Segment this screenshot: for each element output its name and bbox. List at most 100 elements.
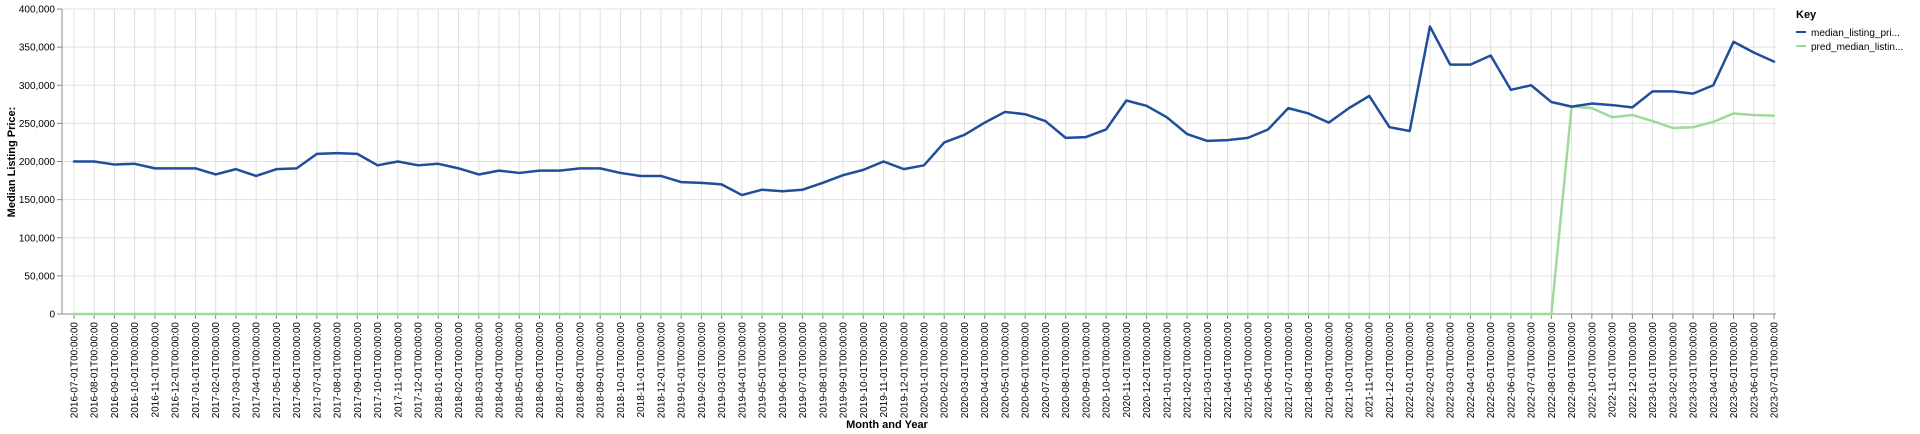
x-tick-label: 2018-04-01T00:00:00 [495,322,506,419]
x-tick-label: 2023-07-01T00:00:00 [1770,322,1781,419]
x-tick-label: 2021-04-01T00:00:00 [1223,322,1234,419]
x-tick-label: 2021-07-01T00:00:00 [1284,322,1295,419]
x-tick-label: 2022-11-01T00:00:00 [1608,322,1619,418]
x-tick-label: 2017-08-01T00:00:00 [333,322,344,419]
x-tick-label: 2016-12-01T00:00:00 [171,322,182,419]
x-tick-label: 2022-07-01T00:00:00 [1527,322,1538,419]
x-tick-label: 2017-11-01T00:00:00 [393,322,404,418]
x-tick-label: 2019-08-01T00:00:00 [818,322,829,419]
x-tick-label: 2018-09-01T00:00:00 [596,322,607,419]
x-tick-label: 2018-01-01T00:00:00 [434,322,445,419]
y-tick-label: 200,000 [19,157,56,168]
x-tick-label: 2023-05-01T00:00:00 [1729,322,1740,419]
x-tick-label: 2022-04-01T00:00:00 [1466,322,1477,419]
y-tick-label: 250,000 [19,119,56,130]
x-tick-label: 2016-11-01T00:00:00 [150,322,161,418]
x-tick-label: 2021-02-01T00:00:00 [1183,322,1194,419]
x-tick-label: 2017-09-01T00:00:00 [353,322,364,419]
y-tick-label: 100,000 [19,233,56,244]
series-line-1 [72,105,1776,316]
x-axis: 2016-07-01T00:00:00 2016-08-01T00:00:00 20… [62,313,1781,419]
x-tick-label: 2020-08-01T00:00:00 [1061,322,1072,419]
x-tick-label: 2019-07-01T00:00:00 [798,322,809,419]
x-tick-label: 2019-10-01T00:00:00 [859,322,870,419]
x-tick-label: 2022-02-01T00:00:00 [1425,322,1436,419]
x-tick-label: 2016-08-01T00:00:00 [90,322,101,419]
x-tick-label: 2023-06-01T00:00:00 [1749,322,1760,419]
x-tick-label: 2016-09-01T00:00:00 [110,322,121,419]
x-tick-label: 2020-07-01T00:00:00 [1041,322,1052,419]
x-tick-label: 2018-03-01T00:00:00 [474,322,485,419]
x-tick-label: 2021-01-01T00:00:00 [1162,322,1173,419]
x-tick-label: 2022-03-01T00:00:00 [1446,322,1457,419]
x-tick-label: 2022-01-01T00:00:00 [1405,322,1416,419]
x-tick-label: 2016-07-01T00:00:00 [70,322,81,419]
series-line-0 [72,25,1776,197]
x-tick-label: 2021-08-01T00:00:00 [1304,322,1315,419]
x-tick-label: 2019-06-01T00:00:00 [778,322,789,419]
legend-label-pred: pred_median_listin... [1811,42,1903,53]
x-tick-label: 2020-11-01T00:00:00 [1122,322,1133,418]
x-tick-label: 2017-04-01T00:00:00 [252,322,263,419]
x-tick-label: 2022-09-01T00:00:00 [1567,322,1578,419]
y-axis-title: Median Listing Price: [6,107,18,218]
x-tick-label: 2020-12-01T00:00:00 [1142,322,1153,419]
x-tick-label: 2019-12-01T00:00:00 [899,322,910,419]
legend-label-median: median_listing_pri... [1811,28,1900,39]
x-tick-label: 2019-04-01T00:00:00 [737,322,748,419]
x-tick-label: 2020-05-01T00:00:00 [1000,322,1011,419]
x-tick-label: 2020-02-01T00:00:00 [940,322,951,419]
x-axis-title: Month and Year [846,419,928,431]
x-tick-label: 2017-10-01T00:00:00 [373,322,384,419]
x-tick-label: 2021-06-01T00:00:00 [1264,322,1275,419]
x-tick-label: 2021-05-01T00:00:00 [1243,322,1254,419]
x-tick-label: 2023-03-01T00:00:00 [1689,322,1700,419]
x-tick-label: 2018-12-01T00:00:00 [656,322,667,419]
y-tick-label: 300,000 [19,81,56,92]
x-tick-label: 2019-05-01T00:00:00 [758,322,769,419]
x-tick-label: 2022-12-01T00:00:00 [1628,322,1639,419]
x-tick-label: 2020-06-01T00:00:00 [1021,322,1032,419]
x-tick-label: 2020-01-01T00:00:00 [920,322,931,419]
x-tick-label: 2021-12-01T00:00:00 [1385,322,1396,419]
x-tick-label: 2021-11-01T00:00:00 [1365,322,1376,418]
x-tick-label: 2022-05-01T00:00:00 [1486,322,1497,419]
x-tick-label: 2022-08-01T00:00:00 [1547,322,1558,419]
x-tick-label: 2021-03-01T00:00:00 [1203,322,1214,419]
x-tick-label: 2021-09-01T00:00:00 [1324,322,1335,419]
x-tick-label: 2023-01-01T00:00:00 [1648,322,1659,419]
x-tick-label: 2016-10-01T00:00:00 [130,322,141,419]
x-tick-label: 2017-07-01T00:00:00 [312,322,323,419]
x-tick-label: 2017-06-01T00:00:00 [292,322,303,419]
x-tick-label: 2021-10-01T00:00:00 [1345,322,1356,419]
x-tick-label: 2022-10-01T00:00:00 [1587,322,1598,419]
x-tick-label: 2018-07-01T00:00:00 [555,322,566,419]
y-tick-label: 50,000 [24,271,55,282]
x-tick-label: 2019-03-01T00:00:00 [717,322,728,419]
x-tick-label: 2020-09-01T00:00:00 [1081,322,1092,419]
legend-title: Key [1796,9,1817,21]
x-tick-label: 2017-03-01T00:00:00 [231,322,242,419]
legend: Key median_listing_pri... pred_median_li… [1796,9,1903,53]
x-tick-label: 2019-09-01T00:00:00 [839,322,850,419]
x-tick-label: 2019-02-01T00:00:00 [697,322,708,419]
x-tick-label: 2018-05-01T00:00:00 [515,322,526,419]
x-tick-label: 2023-02-01T00:00:00 [1668,322,1679,419]
x-tick-label: 2019-01-01T00:00:00 [677,322,688,419]
x-tick-label: 2017-02-01T00:00:00 [211,322,222,419]
y-tick-label: 150,000 [19,195,56,206]
x-tick-label: 2018-06-01T00:00:00 [535,322,546,419]
series-lines [72,25,1776,316]
gridlines [62,8,1776,315]
y-axis: 0 50,000 100,000 150,000 200,000 250,000 300,0… [19,5,63,321]
x-tick-label: 2022-06-01T00:00:00 [1506,322,1517,419]
x-tick-label: 2018-11-01T00:00:00 [636,322,647,418]
x-tick-label: 2018-02-01T00:00:00 [454,322,465,419]
x-tick-label: 2017-05-01T00:00:00 [272,322,283,419]
x-tick-label: 2020-03-01T00:00:00 [960,322,971,419]
y-tick-label: 350,000 [19,43,56,54]
x-tick-label: 2020-04-01T00:00:00 [980,322,991,419]
x-tick-label: 2020-10-01T00:00:00 [1102,322,1113,419]
x-tick-label: 2023-04-01T00:00:00 [1709,322,1720,419]
